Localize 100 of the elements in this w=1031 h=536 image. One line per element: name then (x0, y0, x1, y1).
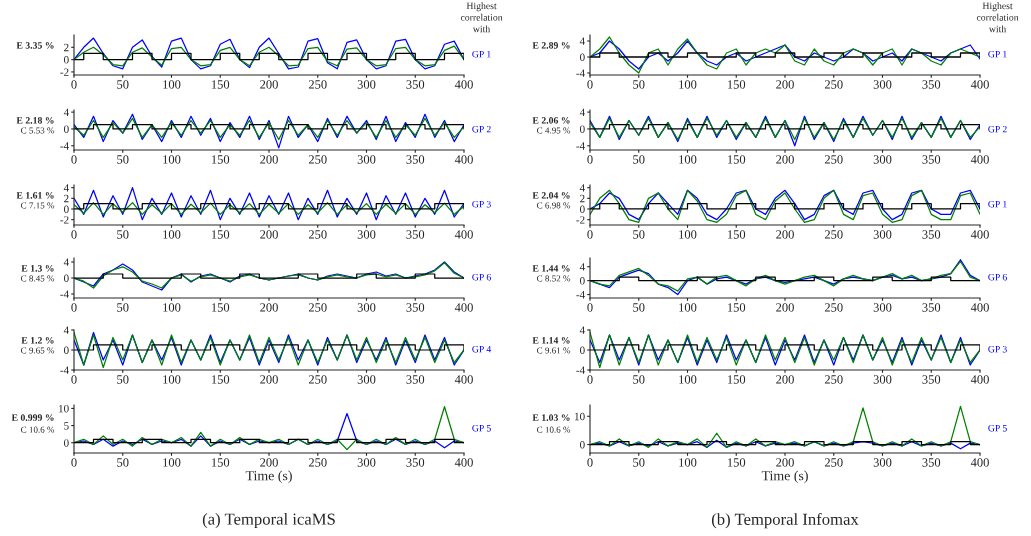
y-tick-label: 4 (63, 108, 69, 116)
x-tick-label: 50 (633, 458, 645, 467)
x-tick-label: 200 (776, 458, 794, 467)
x-tick-label: 200 (776, 230, 794, 239)
x-tick-label: 150 (211, 155, 230, 164)
x-tick-label: 300 (357, 155, 376, 164)
text: GP 2 (472, 125, 491, 133)
line-series (74, 45, 464, 67)
x-tick-label: 200 (260, 303, 278, 312)
text: GP 1 (472, 50, 491, 58)
x-tick-label: 0 (587, 155, 593, 164)
y-tick-label: 4 (579, 326, 585, 334)
y-tick-label: 0 (64, 439, 69, 447)
text: E 1.61 % (16, 192, 54, 199)
x-tick-label: 0 (71, 230, 77, 239)
x-tick-label: 0 (587, 375, 593, 384)
x-tick-label: 200 (260, 80, 278, 89)
x-tick-label: 350 (922, 375, 941, 384)
text: GP 1 (988, 200, 1007, 208)
text: (a) Temporal icaMS (202, 513, 335, 529)
text: GP 2 (988, 125, 1007, 133)
y-tick-label: 10 (59, 404, 69, 413)
x-tick-label: 250 (824, 458, 843, 467)
text: E 2.04 % (532, 192, 570, 199)
y-tick-label: 2 (64, 43, 69, 52)
text: C 9.61 % (537, 347, 571, 354)
y-tick-label: 0 (580, 277, 585, 285)
text: E 0.999 % (11, 414, 54, 421)
x-tick-label: 400 (454, 375, 473, 384)
x-tick-label: 150 (727, 80, 746, 89)
x-tick-label: 0 (587, 80, 593, 89)
y-tick-label: 0 (580, 53, 585, 61)
text: GP 6 (988, 273, 1007, 281)
y-tick-label: 2 (580, 194, 585, 203)
x-tick-label: 0 (71, 155, 77, 164)
text: C 9.65 % (21, 347, 55, 354)
text: GP 5 (472, 424, 491, 432)
y-tick-label: -4 (576, 291, 585, 299)
x-tick-label: 400 (970, 458, 989, 467)
x-tick-label: 350 (406, 375, 425, 384)
x-tick-label: 400 (970, 375, 989, 384)
y-tick-label: 4 (63, 326, 69, 334)
x-tick-label: 200 (260, 155, 278, 164)
y-tick-label: 0 (64, 274, 69, 282)
x-tick-label: 150 (211, 375, 230, 384)
x-axis-title: Time (s) (245, 470, 292, 484)
x-tick-label: 50 (633, 375, 645, 384)
x-tick-label: 50 (117, 458, 129, 467)
x-tick-label: 0 (587, 303, 593, 312)
text: GP 6 (472, 273, 491, 281)
y-tick-label: -4 (576, 142, 585, 150)
x-tick-label: 100 (679, 458, 697, 467)
x-tick-label: 0 (71, 458, 77, 467)
x-tick-label: 250 (308, 80, 327, 89)
x-tick-label: 350 (922, 155, 941, 164)
x-tick-label: 400 (454, 230, 473, 239)
x-tick-label: 350 (922, 458, 941, 467)
x-tick-label: 300 (357, 80, 376, 89)
y-tick-label: 10 (575, 412, 585, 421)
x-tick-label: 350 (922, 230, 941, 239)
x-tick-label: 200 (260, 458, 278, 467)
line-series (74, 187, 464, 221)
y-tick-label: -4 (576, 69, 585, 77)
text: E 1.3 % (21, 265, 54, 272)
x-tick-label: 200 (776, 375, 794, 384)
line-series (74, 117, 464, 141)
x-tick-label: 50 (117, 230, 129, 239)
text: E 3.35 % (16, 42, 54, 49)
line-series (74, 37, 464, 70)
x-tick-label: 0 (71, 375, 77, 384)
x-tick-label: 300 (873, 155, 892, 164)
x-tick-label: 200 (260, 375, 278, 384)
text: GP 5 (988, 424, 1007, 432)
x-tick-label: 300 (357, 458, 376, 467)
x-tick-label: 250 (824, 303, 843, 312)
x-tick-label: 400 (454, 155, 473, 164)
x-tick-label: 250 (308, 303, 327, 312)
x-tick-label: 0 (587, 230, 593, 239)
x-tick-label: 50 (117, 375, 129, 384)
text: C 8.52 % (537, 275, 571, 282)
y-tick-label: 5 (64, 422, 69, 430)
x-tick-label: 100 (679, 375, 697, 384)
x-tick-label: 250 (824, 80, 843, 89)
x-tick-label: 250 (308, 458, 327, 467)
x-tick-label: 200 (776, 155, 794, 164)
x-tick-label: 400 (970, 155, 989, 164)
x-tick-label: 300 (873, 230, 892, 239)
x-tick-label: 300 (873, 458, 892, 467)
text: E 2.89 % (532, 42, 570, 49)
x-tick-label: 50 (117, 155, 129, 164)
text: GP 3 (472, 200, 491, 208)
x-tick-label: 150 (211, 303, 230, 312)
y-tick-label: 0 (64, 205, 69, 213)
text: GP 3 (988, 345, 1007, 353)
x-tick-label: 150 (727, 155, 746, 164)
y-tick-label: 0 (580, 205, 585, 213)
text: C 4.95 % (537, 127, 571, 134)
line-series (590, 405, 980, 448)
x-tick-label: 350 (406, 80, 425, 89)
text: E 1.14 % (532, 337, 570, 344)
